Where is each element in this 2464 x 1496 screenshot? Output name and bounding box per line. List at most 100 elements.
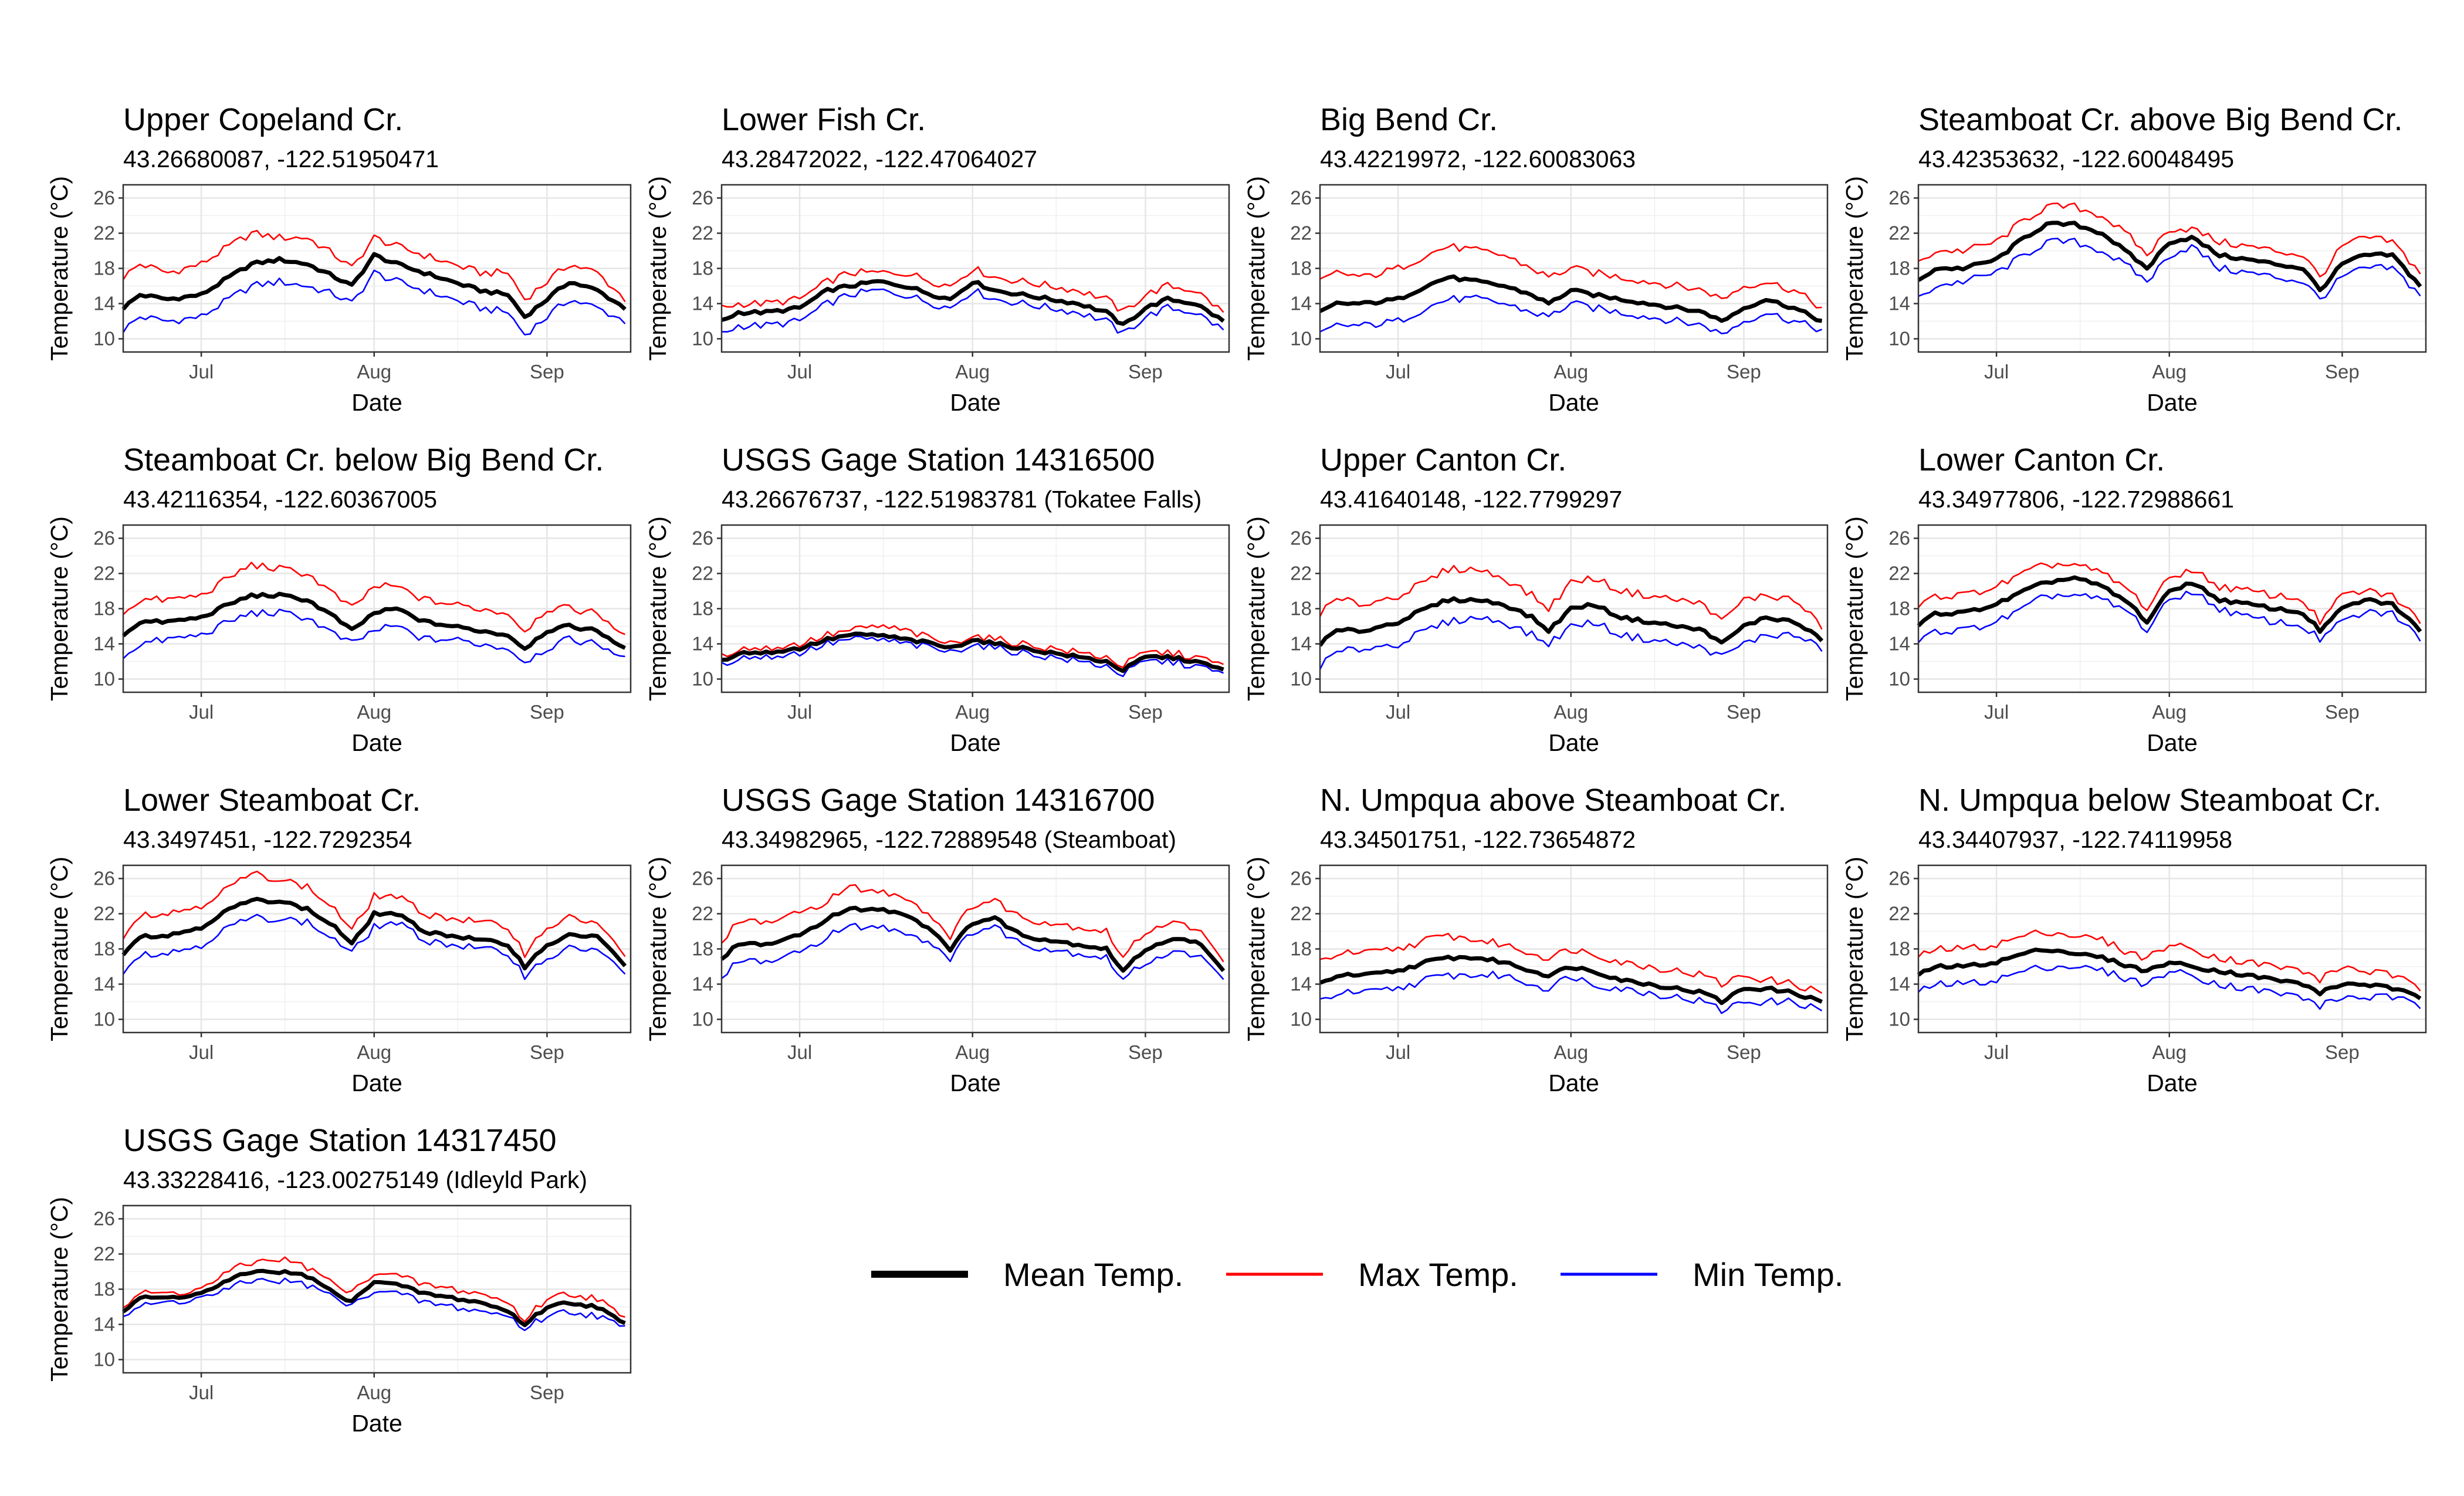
series-line-max	[721, 624, 1224, 669]
x-tick-label: Sep	[1727, 1041, 1761, 1063]
y-tick-label: 10	[692, 668, 713, 690]
y-tick-label: 22	[1290, 903, 1312, 925]
x-tick-label: Aug	[2152, 361, 2187, 383]
panel-subtitle: 43.34982965, -122.72889548 (Steamboat)	[722, 826, 1176, 853]
x-tick-label: Sep	[530, 1382, 564, 1403]
chart-panel: Lower Fish Cr. 43.28472022, -122.47064027…	[644, 102, 1230, 416]
y-tick-label: 10	[93, 328, 115, 350]
legend-label: Max Temp.	[1358, 1256, 1518, 1293]
panel-subtitle: 43.42116354, -122.60367005	[123, 486, 437, 513]
series-line-min	[721, 288, 1224, 334]
y-axis-title: Temperature (°C)	[46, 516, 73, 701]
panel-subtitle: 43.34407937, -122.74119958	[1918, 826, 2232, 853]
panel-subtitle: 43.34501751, -122.73654872	[1320, 826, 1636, 853]
x-tick-label: Sep	[2325, 361, 2360, 383]
y-tick-label: 10	[1290, 668, 1312, 690]
y-tick-label: 26	[1290, 868, 1312, 889]
y-axis-title: Temperature (°C)	[644, 857, 671, 1041]
panel-title: Steamboat Cr. above Big Bend Cr.	[1918, 102, 2402, 137]
panel-title: Lower Steamboat Cr.	[123, 783, 421, 818]
series-line-max	[1319, 564, 1823, 630]
x-axis-title: Date	[351, 389, 402, 416]
series-line-min	[1918, 238, 2421, 300]
y-tick-label: 26	[692, 868, 713, 889]
y-tick-label: 22	[692, 222, 713, 244]
y-axis-title: Temperature (°C)	[1243, 176, 1270, 361]
x-tick-label: Jul	[787, 701, 812, 723]
series-line-mean	[1917, 575, 2422, 634]
y-tick-label: 10	[1888, 668, 1910, 690]
y-axis-title: Temperature (°C)	[46, 176, 73, 361]
y-axis-title: Temperature (°C)	[1243, 516, 1270, 701]
x-tick-label: Jul	[787, 361, 812, 383]
y-tick-label: 26	[1290, 187, 1312, 209]
panel-title: USGS Gage Station 14316700	[722, 783, 1155, 818]
y-tick-label: 26	[1888, 868, 1910, 889]
series-line-max	[721, 266, 1224, 313]
y-axis-title: Temperature (°C)	[46, 1197, 73, 1382]
panel-title: USGS Gage Station 14317450	[123, 1123, 557, 1158]
x-tick-label: Jul	[189, 361, 214, 383]
series-line-min	[1918, 590, 2421, 644]
y-tick-label: 14	[93, 973, 115, 995]
panel-title: USGS Gage Station 14316500	[722, 442, 1155, 478]
legend-label: Min Temp.	[1693, 1256, 1843, 1293]
panel-title: Lower Fish Cr.	[722, 102, 926, 137]
series-line-max	[123, 1256, 625, 1322]
series-line-mean	[1319, 955, 1823, 1006]
y-tick-label: 10	[1290, 328, 1312, 350]
y-tick-label: 22	[93, 1243, 115, 1265]
panel-subtitle: 43.33228416, -123.00275149 (Idleyld Park…	[123, 1166, 587, 1193]
y-tick-label: 18	[1888, 938, 1910, 960]
series-line-min	[721, 635, 1224, 678]
y-tick-label: 10	[1888, 1008, 1910, 1030]
series-line-min	[123, 1277, 625, 1331]
y-tick-label: 26	[93, 868, 115, 889]
series-line-min	[122, 269, 626, 336]
x-tick-label: Aug	[1553, 361, 1588, 383]
y-tick-label: 14	[692, 293, 713, 314]
x-tick-label: Sep	[2325, 701, 2360, 723]
x-tick-label: Jul	[1984, 1041, 2009, 1063]
x-tick-label: Aug	[2152, 701, 2187, 723]
chart-panel: Big Bend Cr. 43.42219972, -122.60083063 10…	[1243, 102, 1829, 416]
y-tick-label: 14	[692, 633, 713, 655]
y-tick-label: 26	[1290, 527, 1312, 549]
x-axis-title: Date	[950, 389, 1001, 416]
panel-subtitle: 43.34977806, -122.72988661	[1918, 486, 2234, 513]
y-tick-label: 14	[1888, 973, 1910, 995]
x-axis-title: Date	[2147, 389, 2198, 416]
x-tick-label: Aug	[955, 701, 990, 723]
panel-subtitle: 43.3497451, -122.7292354	[123, 826, 412, 853]
series-line-min	[123, 608, 625, 664]
x-tick-label: Sep	[530, 701, 564, 723]
y-tick-label: 14	[93, 293, 115, 314]
chart-panel: N. Umpqua above Steamboat Cr. 43.34501751…	[1243, 783, 1829, 1096]
series-line-mean	[721, 631, 1224, 673]
x-axis-title: Date	[351, 1069, 402, 1096]
y-tick-label: 10	[1290, 1008, 1312, 1030]
chart-panel: Lower Canton Cr. 43.34977806, -122.729886…	[1841, 442, 2427, 756]
panel-subtitle: 43.28472022, -122.47064027	[722, 145, 1037, 172]
y-tick-label: 18	[1290, 598, 1312, 620]
chart-panel: N. Umpqua below Steamboat Cr. 43.34407937…	[1841, 783, 2427, 1096]
y-tick-label: 10	[93, 1349, 115, 1370]
series-line-min	[1918, 964, 2421, 1010]
x-tick-label: Aug	[1553, 1041, 1588, 1063]
y-tick-label: 26	[1888, 187, 1910, 209]
x-tick-label: Aug	[1553, 701, 1588, 723]
y-axis-title: Temperature (°C)	[644, 516, 671, 701]
x-tick-label: Aug	[357, 361, 391, 383]
x-tick-label: Sep	[530, 361, 564, 383]
x-tick-label: Sep	[1128, 1041, 1163, 1063]
y-axis-title: Temperature (°C)	[644, 176, 671, 361]
x-tick-label: Sep	[1727, 701, 1761, 723]
panel-subtitle: 43.41640148, -122.7799297	[1320, 486, 1622, 513]
x-tick-label: Jul	[189, 1382, 214, 1403]
y-tick-label: 18	[692, 258, 713, 279]
x-tick-label: Jul	[1386, 701, 1410, 723]
y-tick-label: 26	[1888, 527, 1910, 549]
series-line-max	[1918, 562, 2421, 625]
x-tick-label: Aug	[357, 1041, 391, 1063]
